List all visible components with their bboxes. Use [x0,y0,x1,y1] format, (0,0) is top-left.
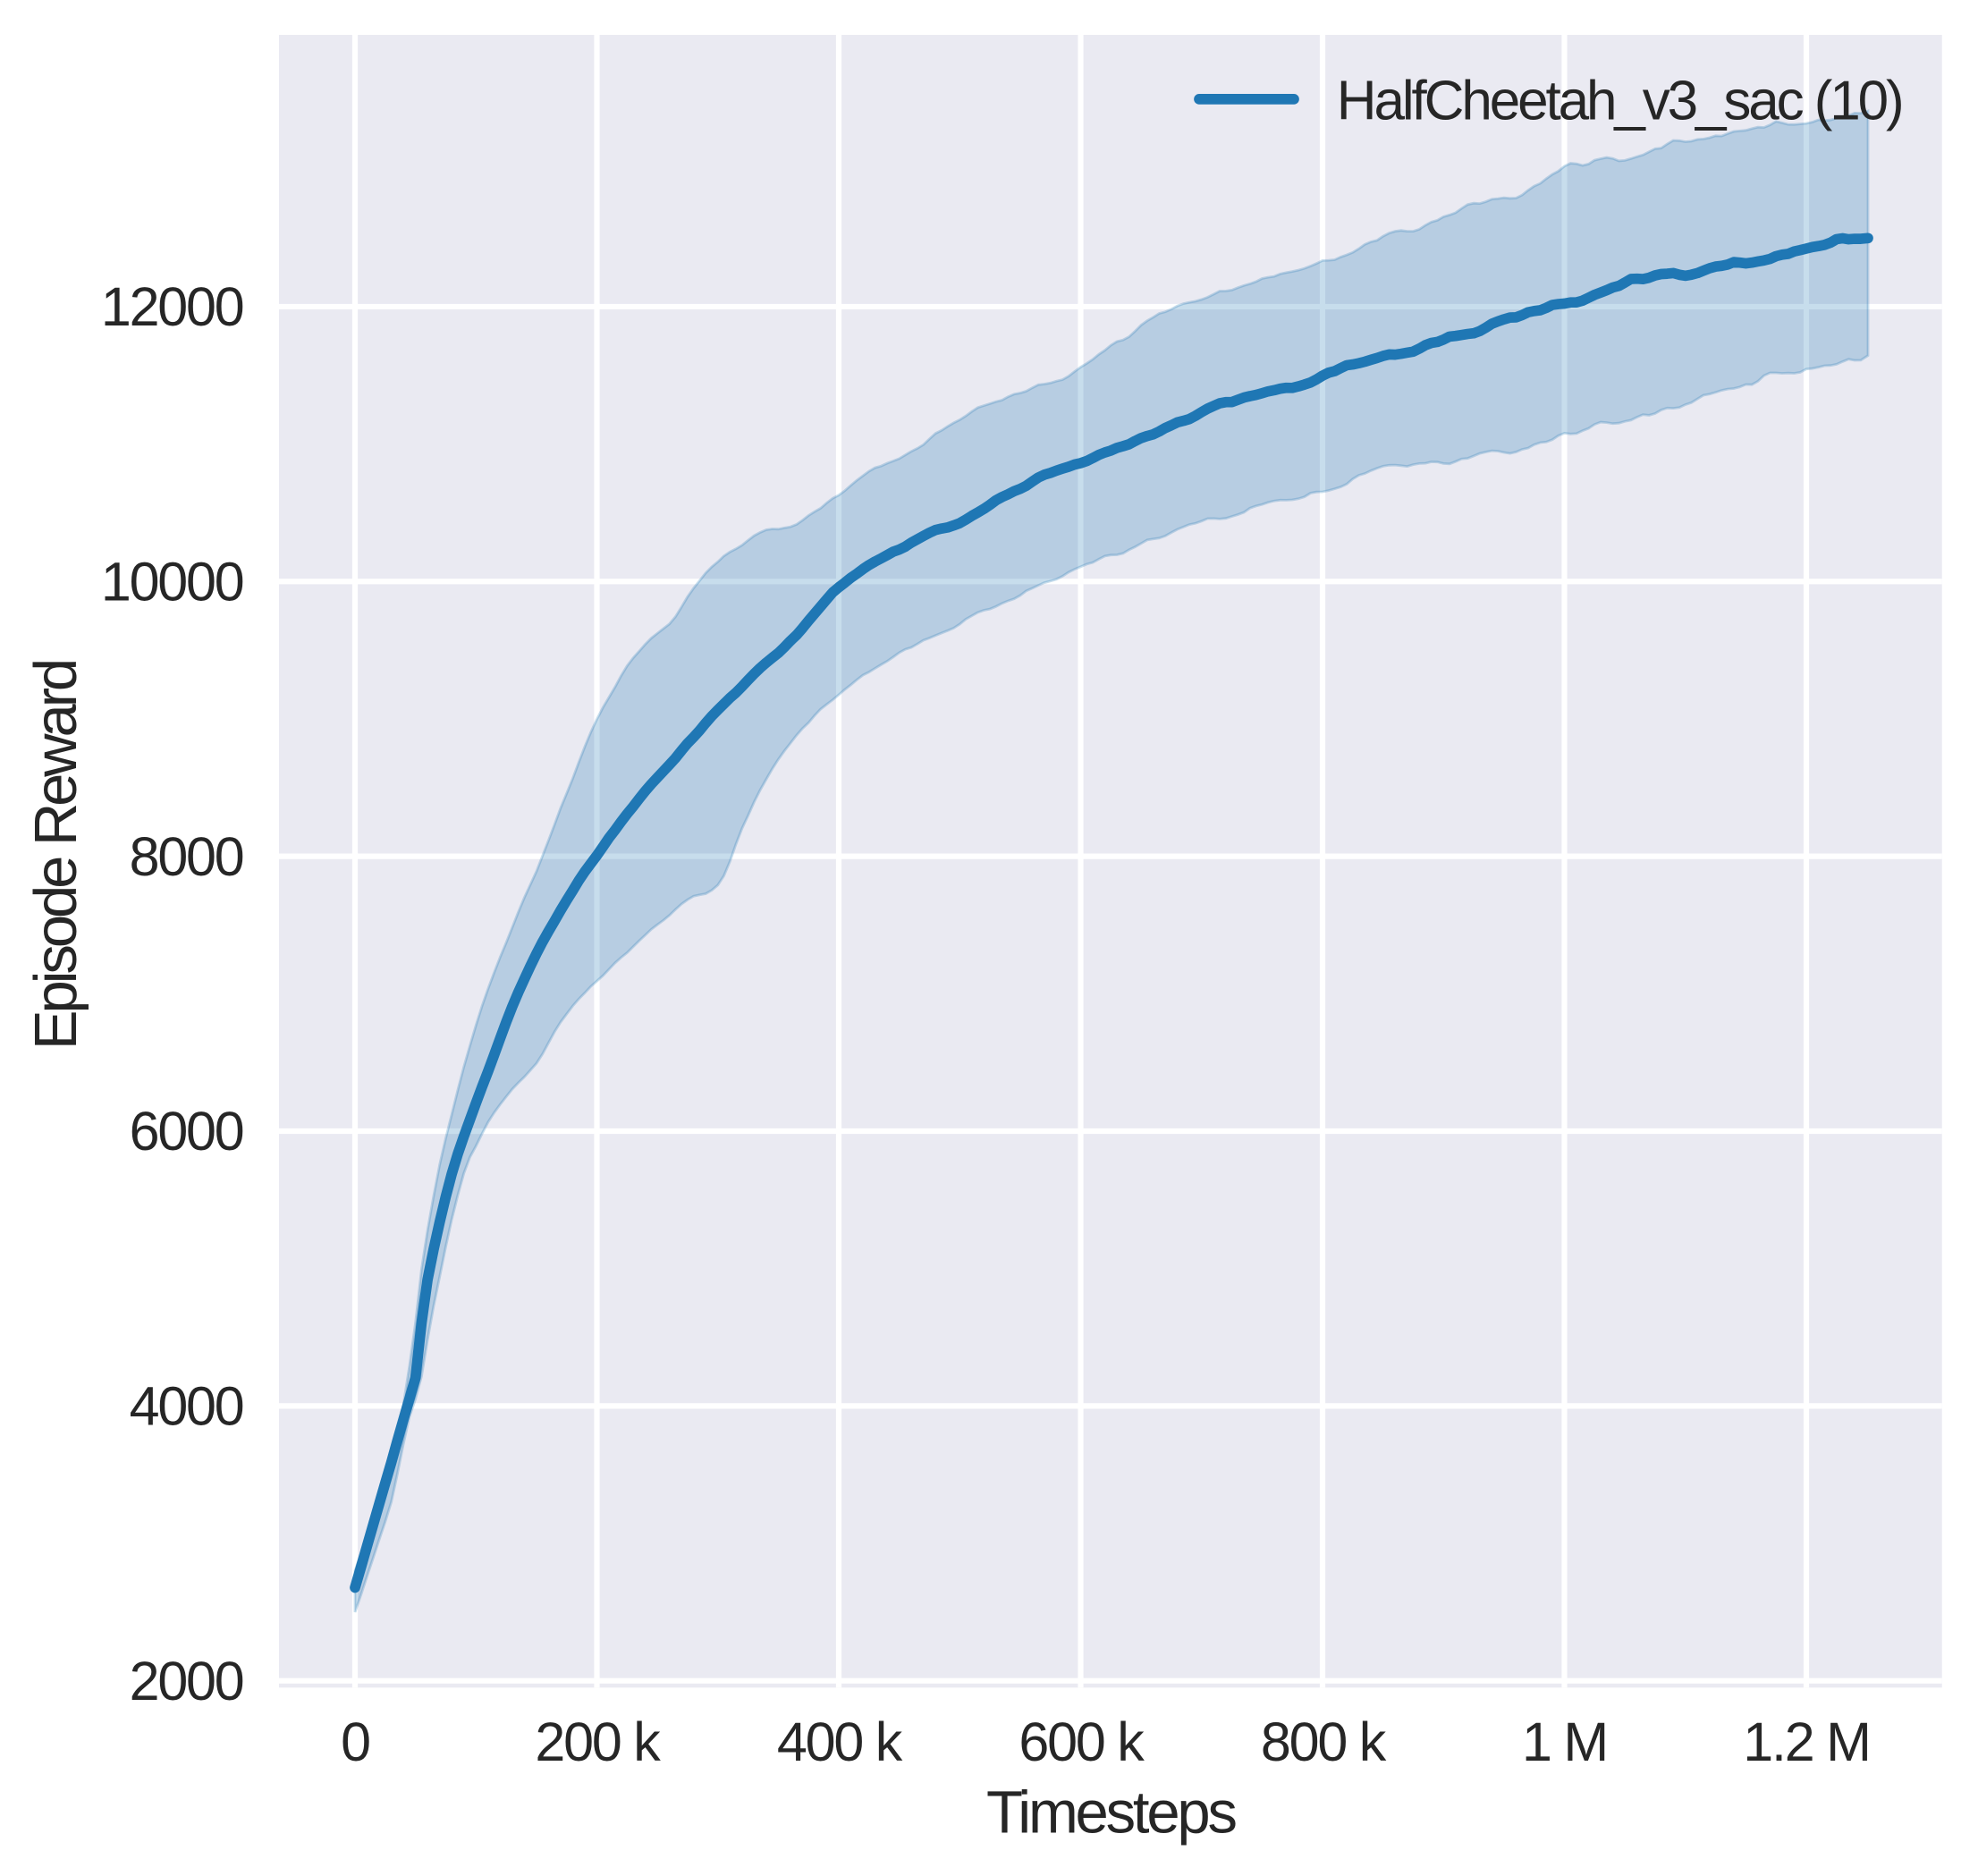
svg-text:600 k: 600 k [1019,1711,1145,1772]
svg-text:1 M: 1 M [1522,1711,1607,1772]
svg-text:6000: 6000 [130,1101,243,1162]
svg-text:HalfCheetah_v3_sac (10): HalfCheetah_v3_sac (10) [1337,70,1902,131]
svg-text:2000: 2000 [130,1651,243,1711]
svg-text:12000: 12000 [101,276,243,337]
svg-text:400 k: 400 k [777,1711,903,1772]
svg-text:8000: 8000 [130,826,243,887]
svg-text:Timesteps: Timesteps [986,1779,1236,1846]
svg-text:Episode Reward: Episode Reward [22,662,89,1050]
svg-text:4000: 4000 [130,1376,243,1437]
svg-text:800 k: 800 k [1261,1711,1387,1772]
svg-text:1.2 M: 1.2 M [1743,1711,1870,1772]
svg-text:200 k: 200 k [535,1711,661,1772]
svg-text:10000: 10000 [101,552,243,613]
svg-text:0: 0 [341,1711,369,1772]
